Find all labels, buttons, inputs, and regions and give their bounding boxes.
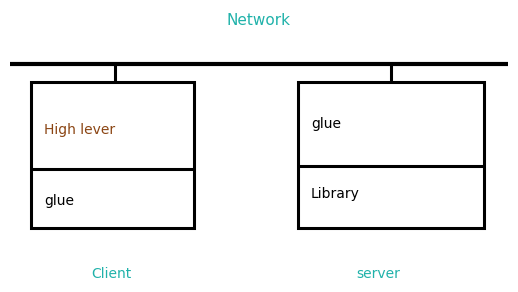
Text: Network: Network [227, 13, 291, 28]
Text: Client: Client [91, 267, 132, 281]
Text: Library: Library [311, 187, 359, 201]
Text: server: server [356, 267, 400, 281]
FancyBboxPatch shape [298, 82, 484, 228]
Text: glue: glue [311, 117, 341, 131]
Text: glue: glue [44, 194, 74, 208]
Text: High lever: High lever [44, 123, 115, 137]
FancyBboxPatch shape [31, 82, 194, 228]
